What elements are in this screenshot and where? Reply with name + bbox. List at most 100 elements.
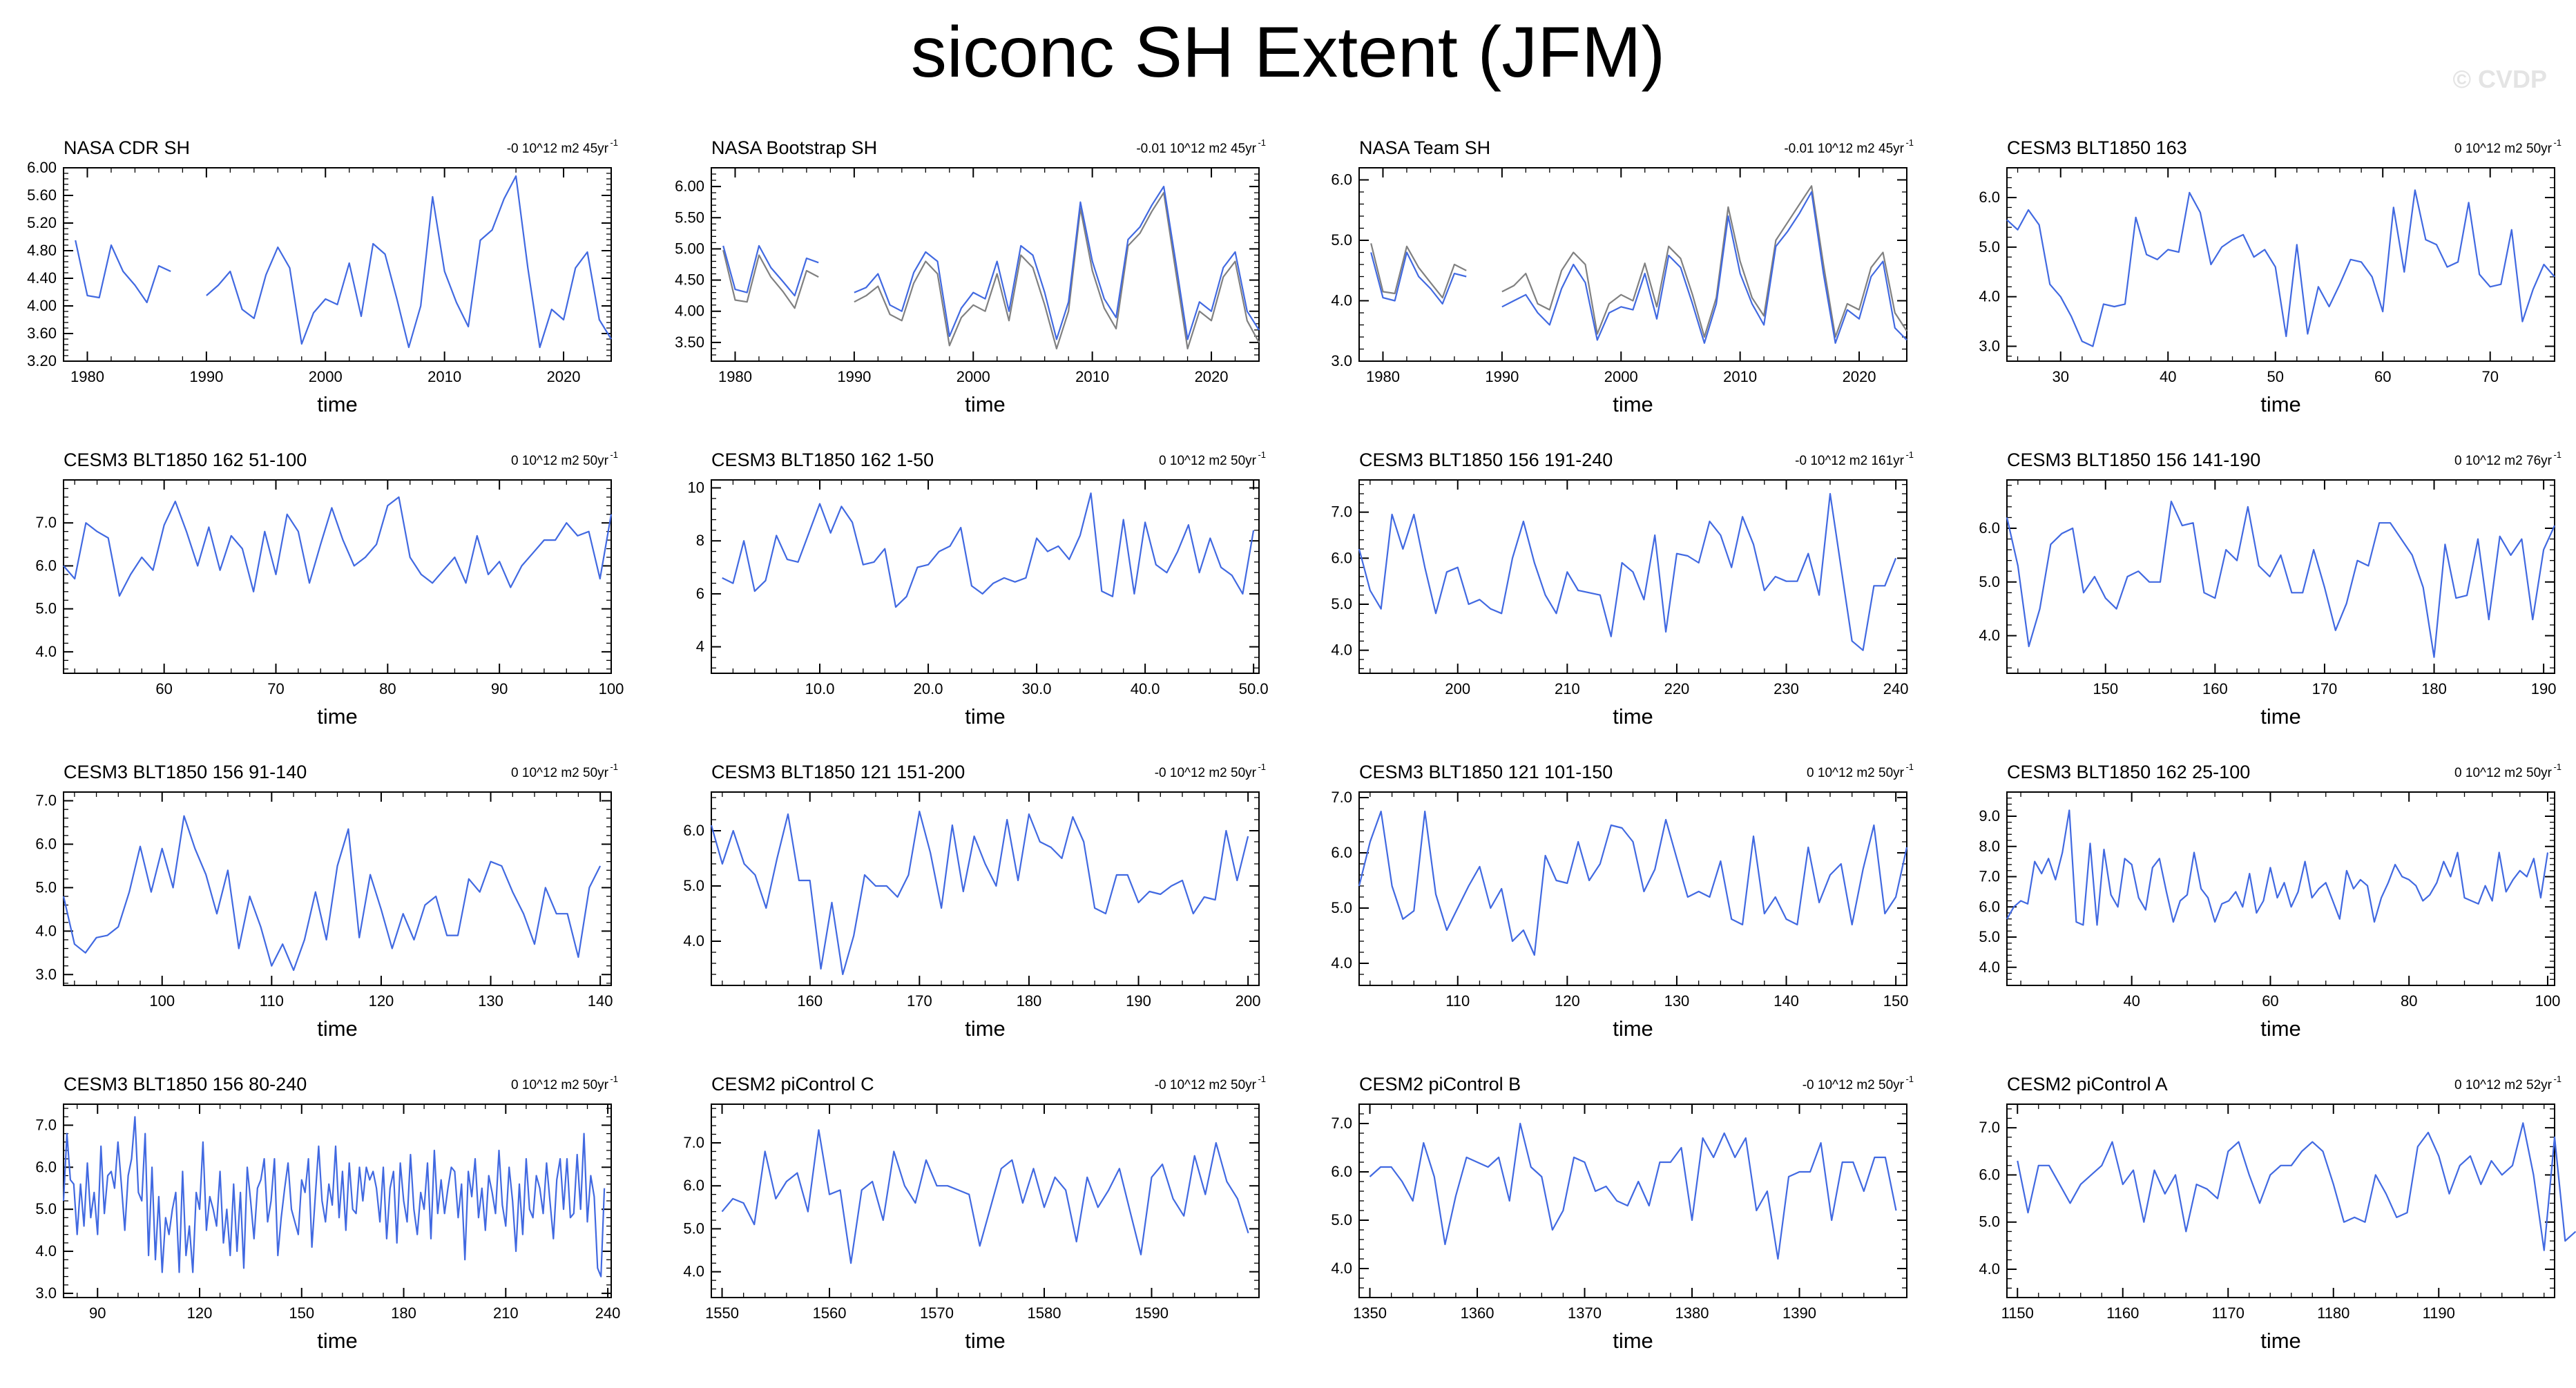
- x-tick-label: 1980: [1366, 368, 1400, 385]
- y-tick-label: 3.0: [1979, 337, 2000, 354]
- y-tick-label: 8: [696, 532, 704, 549]
- x-tick-label: 1180: [2317, 1304, 2349, 1322]
- series-line: [63, 496, 613, 597]
- series-line: [2006, 189, 2555, 347]
- x-tick-label: 110: [260, 992, 284, 1010]
- x-tick-label: 140: [1774, 992, 1799, 1010]
- x-tick-label: 1370: [1568, 1304, 1602, 1322]
- y-tick-label: 6.0: [35, 1158, 57, 1175]
- x-tick-label: 120: [187, 1304, 213, 1322]
- x-tick-label: 240: [595, 1304, 621, 1322]
- plot-frame: [2006, 479, 2555, 674]
- x-tick-label: 10.0: [805, 680, 835, 697]
- panel-title: CESM3 BLT1850 163: [2007, 137, 2187, 158]
- y-tick-label: 4.00: [675, 302, 704, 320]
- chart-panel: CESM2 piControl A 0 10^12 m2 52yr -1 1150 11…: [1979, 1074, 2576, 1353]
- chart-panel: CESM3 BLT1850 162 51-100 0 10^12 m2 50yr -…: [35, 450, 624, 729]
- x-tick-label: 160: [797, 992, 823, 1010]
- chart-panel: CESM3 BLT1850 162 25-100 0 10^12 m2 50yr -…: [1979, 762, 2561, 1041]
- x-tick-label: 30.0: [1022, 680, 1052, 697]
- trend-label: 0 10^12 m2 50yr: [511, 454, 609, 468]
- x-tick-label: 210: [493, 1304, 519, 1322]
- y-tick-label: 5.0: [1331, 1211, 1352, 1228]
- y-tick-label: 6.0: [1331, 171, 1352, 189]
- trend-label-exponent: -1: [1258, 450, 1266, 460]
- x-axis-label: time: [1613, 392, 1653, 416]
- x-tick-label: 60: [2374, 368, 2391, 385]
- x-tick-label: 1570: [920, 1304, 954, 1322]
- x-tick-label: 2000: [957, 368, 990, 385]
- y-tick-label: 6.0: [1979, 189, 2000, 206]
- x-tick-label: 150: [1883, 992, 1909, 1010]
- x-tick-label: 60: [2262, 992, 2278, 1010]
- x-axis-label: time: [317, 1016, 358, 1041]
- y-tick-label: 6.0: [1331, 1163, 1352, 1180]
- trend-label: -0 10^12 m2 161yr: [1795, 454, 1905, 468]
- x-axis-label: time: [1613, 704, 1653, 729]
- x-axis-label: time: [965, 1329, 1006, 1353]
- x-tick-label: 60: [155, 680, 172, 697]
- chart-panel: NASA Bootstrap SH -0.01 10^12 m2 45yr -1 19…: [675, 137, 1266, 416]
- series-line: [1358, 492, 1897, 651]
- x-tick-label: 1150: [2001, 1304, 2034, 1322]
- x-tick-label: 1580: [1028, 1304, 1061, 1322]
- chart-panel: CESM3 BLT1850 121 101-150 0 10^12 m2 50yr…: [1331, 762, 1914, 1041]
- x-tick-label: 80: [2401, 992, 2417, 1010]
- y-tick-label: 7.0: [1331, 503, 1352, 521]
- x-tick-label: 1560: [813, 1304, 847, 1322]
- panel-title: CESM3 BLT1850 162 25-100: [2007, 762, 2250, 782]
- chart-panel: CESM3 BLT1850 156 80-240 0 10^12 m2 50yr -…: [35, 1074, 620, 1353]
- x-axis-label: time: [317, 1329, 358, 1353]
- plot-frame: [63, 479, 612, 674]
- x-axis-label: time: [2260, 1016, 2301, 1041]
- panel-title: NASA Team SH: [1359, 137, 1490, 158]
- x-tick-label: 90: [89, 1304, 106, 1322]
- trend-label-exponent: -1: [610, 137, 618, 148]
- trend-label-exponent: -1: [1258, 137, 1266, 148]
- x-tick-label: 100: [149, 992, 175, 1010]
- panel-title: CESM3 BLT1850 121 101-150: [1359, 762, 1613, 782]
- plot-frame: [63, 791, 612, 986]
- trend-label: 0 10^12 m2 52yr: [2454, 1078, 2553, 1092]
- trend-label: 0 10^12 m2 50yr: [2454, 142, 2553, 156]
- x-tick-label: 230: [1774, 680, 1799, 697]
- y-tick-label: 3.20: [27, 352, 57, 369]
- y-tick-label: 4.0: [35, 1242, 57, 1260]
- x-tick-label: 170: [907, 992, 932, 1010]
- trend-label: -0 10^12 m2 50yr: [1155, 766, 1257, 780]
- series-line: [2017, 1122, 2576, 1251]
- y-tick-label: 3.0: [1331, 352, 1352, 369]
- x-tick-label: 30: [2053, 368, 2069, 385]
- x-tick-label: 100: [599, 680, 624, 697]
- x-axis-label: time: [965, 704, 1006, 729]
- y-tick-label: 5.50: [675, 209, 704, 226]
- y-tick-label: 6.0: [35, 836, 57, 853]
- y-tick-label: 4.0: [1979, 958, 2000, 976]
- panel-title: CESM3 BLT1850 121 151-200: [711, 762, 965, 782]
- y-tick-label: 4.00: [27, 297, 57, 314]
- x-axis-label: time: [1613, 1329, 1653, 1353]
- x-tick-label: 40: [2160, 368, 2176, 385]
- y-tick-label: 10: [688, 479, 704, 497]
- plot-frame: [2006, 1103, 2555, 1298]
- x-tick-label: 70: [2481, 368, 2498, 385]
- y-tick-label: 4.80: [27, 242, 57, 259]
- x-axis-label: time: [2260, 392, 2301, 416]
- trend-label-exponent: -1: [1258, 762, 1266, 772]
- y-tick-label: 5.60: [27, 186, 57, 204]
- y-tick-label: 5.0: [683, 1220, 704, 1237]
- chart-panel: CESM3 BLT1850 121 151-200 -0 10^12 m2 50y…: [683, 762, 1266, 1041]
- y-tick-label: 6.0: [1979, 898, 2000, 915]
- trend-label: 0 10^12 m2 50yr: [511, 1078, 609, 1092]
- panel-title: CESM3 BLT1850 156 141-190: [2007, 450, 2260, 470]
- series-line-secondary: [1370, 185, 1907, 338]
- y-tick-label: 9.0: [1979, 807, 2000, 825]
- y-tick-label: 7.0: [35, 514, 57, 531]
- plot-frame: [1358, 479, 1907, 674]
- x-axis-label: time: [2260, 704, 2301, 729]
- series-line: [2006, 501, 2556, 658]
- y-tick-label: 4.0: [35, 643, 57, 660]
- x-tick-label: 220: [1664, 680, 1690, 697]
- y-tick-label: 6.0: [1979, 1166, 2000, 1183]
- y-tick-label: 5.0: [683, 877, 704, 894]
